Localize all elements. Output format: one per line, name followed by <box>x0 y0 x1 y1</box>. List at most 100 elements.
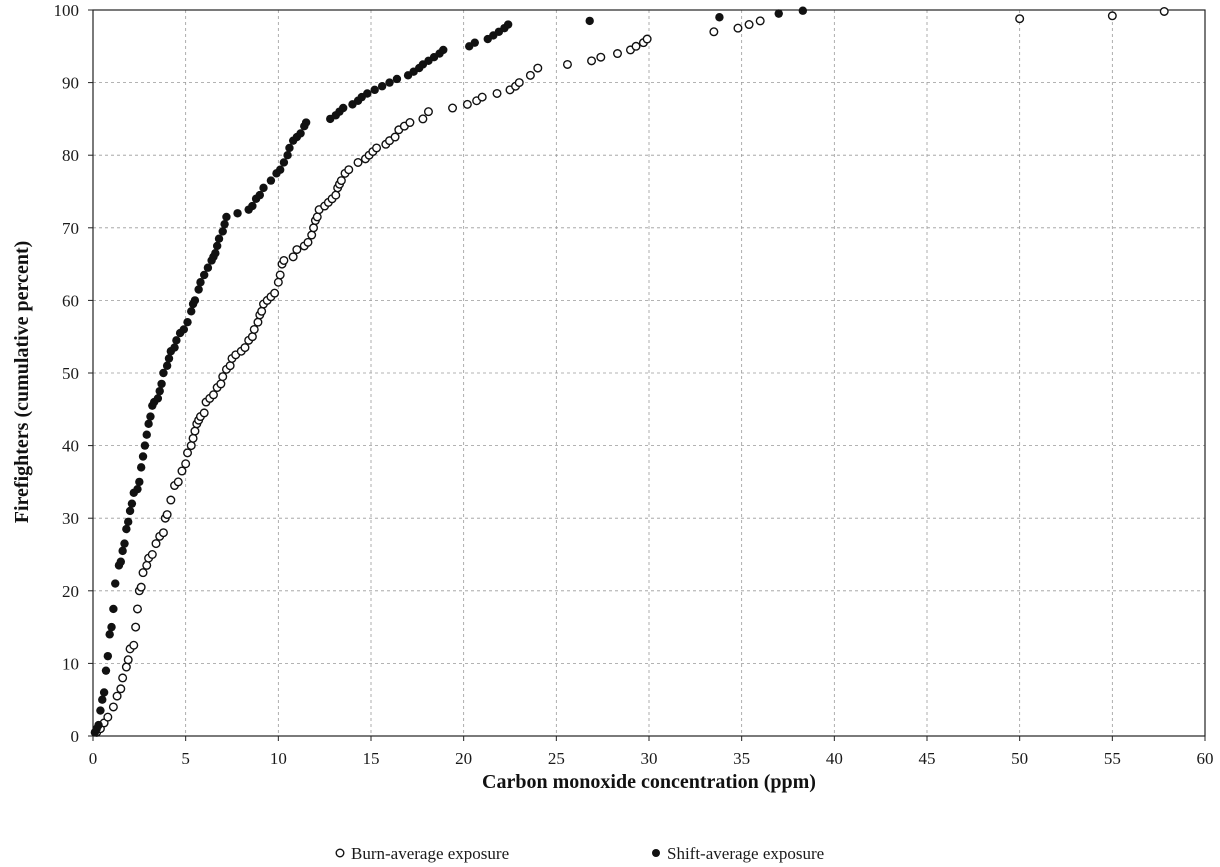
shift-average-point <box>256 191 264 199</box>
burn-average-point <box>117 685 125 693</box>
shift-average-point <box>159 369 167 377</box>
shift-average-point <box>283 151 291 159</box>
shift-average-point <box>104 652 112 660</box>
x-tick-label: 45 <box>919 749 936 768</box>
burn-average-point <box>119 674 127 682</box>
burn-average-point <box>258 307 266 315</box>
burn-average-point <box>134 605 142 613</box>
burn-average-point <box>304 239 312 247</box>
burn-average-point <box>588 57 596 65</box>
burn-average-point <box>104 713 112 721</box>
shift-average-point <box>100 688 108 696</box>
shift-average-point <box>378 82 386 90</box>
burn-average-point <box>527 72 535 80</box>
shift-average-point <box>157 380 165 388</box>
shift-average-point <box>146 412 154 420</box>
burn-average-point <box>149 551 157 559</box>
burn-average-point <box>1109 12 1117 20</box>
burn-average-point <box>614 50 622 58</box>
shift-average-point <box>133 485 141 493</box>
burn-average-point <box>271 289 279 297</box>
y-tick-label: 20 <box>62 582 79 601</box>
burn-average-point <box>332 191 340 199</box>
shift-average-point <box>585 17 593 25</box>
shift-average-point <box>118 547 126 555</box>
chart-legend: Burn-average exposure Shift-average expo… <box>336 844 824 863</box>
shift-average-point <box>117 558 125 566</box>
burn-average-point <box>338 177 346 185</box>
shift-average-point <box>363 89 371 97</box>
burn-average-point <box>187 442 195 450</box>
shift-average-point <box>135 478 143 486</box>
shift-average-point <box>504 20 512 28</box>
burn-average-point <box>113 692 121 700</box>
y-axis-title: Firefighters (cumulative percent) <box>11 241 33 524</box>
burn-average-point <box>163 511 171 519</box>
y-tick-label: 40 <box>62 437 79 456</box>
shift-average-point <box>267 176 275 184</box>
burn-average-point <box>373 144 381 152</box>
shift-average-point <box>105 630 113 638</box>
shift-average-point <box>124 518 132 526</box>
shift-average-point <box>94 721 102 729</box>
shift-average-point <box>98 696 106 704</box>
burn-average-point <box>464 101 472 109</box>
shift-average-point <box>126 507 134 515</box>
shift-average-point <box>248 202 256 210</box>
burn-average-point <box>745 21 753 29</box>
legend-label-shift: Shift-average exposure <box>667 844 824 863</box>
shift-average-point <box>222 213 230 221</box>
x-tick-label: 40 <box>826 749 843 768</box>
burn-average-point <box>210 391 218 399</box>
burn-average-point <box>123 663 131 671</box>
burn-average-point <box>710 28 718 36</box>
data-series <box>91 7 1168 737</box>
shift-average-point <box>285 144 293 152</box>
burn-average-point <box>280 257 288 265</box>
shift-average-point <box>156 387 164 395</box>
burn-average-point <box>124 656 132 664</box>
burn-average-point <box>152 540 160 548</box>
shift-average-point <box>439 46 447 54</box>
x-tick-label: 30 <box>641 749 658 768</box>
shift-average-point <box>371 86 379 94</box>
burn-average-point <box>200 409 208 417</box>
burn-average-point <box>756 17 764 25</box>
burn-average-point <box>1160 8 1168 16</box>
y-tick-label: 0 <box>71 727 80 746</box>
burn-average-point <box>254 318 262 326</box>
burn-average-point <box>226 362 234 370</box>
burn-average-point <box>313 213 321 221</box>
shift-average-point <box>137 463 145 471</box>
shift-average-point <box>302 118 310 126</box>
shift-average-point <box>775 9 783 17</box>
x-tick-label: 60 <box>1197 749 1214 768</box>
burn-average-point <box>139 569 147 577</box>
x-tick-label: 55 <box>1104 749 1121 768</box>
burn-average-point <box>391 133 399 141</box>
shift-average-point <box>139 452 147 460</box>
shift-average-point <box>120 539 128 547</box>
x-tick-label: 35 <box>733 749 750 768</box>
burn-average-point <box>345 166 353 174</box>
shift-average-point <box>187 307 195 315</box>
shift-average-point <box>165 354 173 362</box>
burn-average-point <box>289 253 297 261</box>
legend-marker-burn <box>336 849 344 857</box>
burn-average-point <box>425 108 433 116</box>
x-tick-label: 20 <box>455 749 472 768</box>
grid-lines <box>93 10 1205 736</box>
x-tick-label: 25 <box>548 749 565 768</box>
y-tick-label: 80 <box>62 146 79 165</box>
shift-average-point <box>144 420 152 428</box>
burn-average-point <box>217 380 225 388</box>
burn-average-point <box>143 562 151 570</box>
shift-average-point <box>200 271 208 279</box>
burn-average-point <box>632 43 640 51</box>
shift-average-point <box>215 234 223 242</box>
burn-average-point <box>734 24 742 32</box>
burn-average-point <box>406 119 414 127</box>
shift-average-point <box>799 7 807 15</box>
